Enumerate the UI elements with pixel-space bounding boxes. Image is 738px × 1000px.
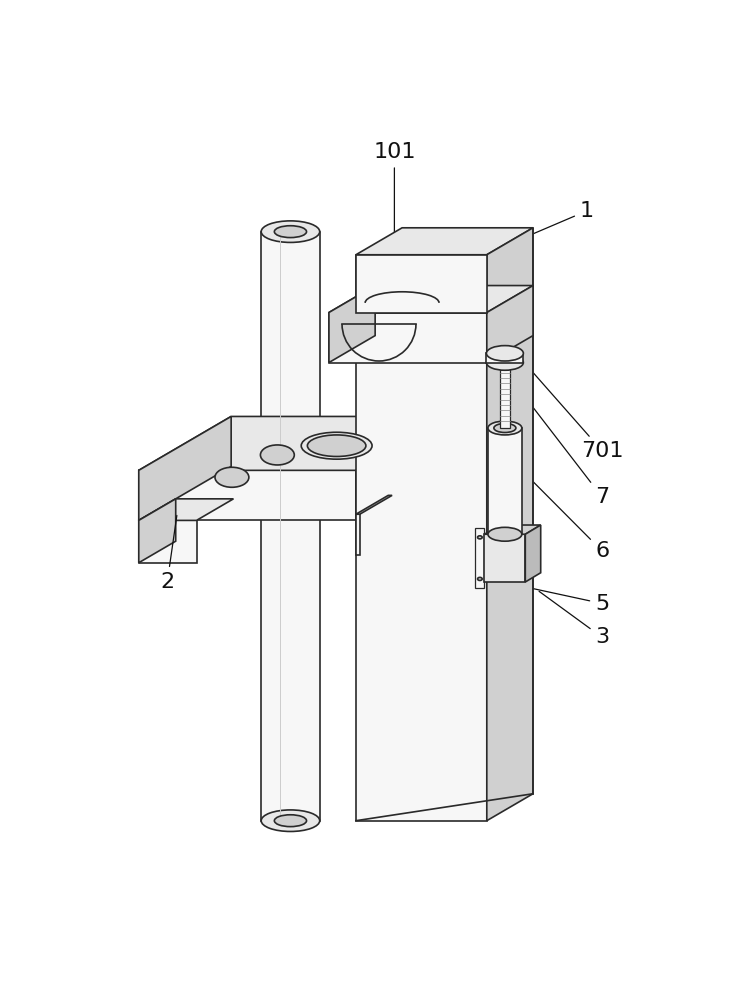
- Text: 101: 101: [373, 142, 415, 314]
- Polygon shape: [525, 525, 541, 582]
- Polygon shape: [139, 499, 176, 563]
- Polygon shape: [356, 514, 359, 555]
- Ellipse shape: [261, 810, 320, 831]
- Text: 6: 6: [528, 476, 610, 561]
- Ellipse shape: [477, 536, 482, 539]
- Polygon shape: [500, 363, 509, 428]
- Polygon shape: [484, 525, 541, 534]
- Polygon shape: [139, 416, 231, 520]
- Ellipse shape: [301, 432, 372, 459]
- Polygon shape: [329, 286, 533, 312]
- Polygon shape: [356, 255, 487, 312]
- Ellipse shape: [215, 467, 249, 487]
- Text: 2: 2: [160, 515, 177, 592]
- Polygon shape: [329, 312, 487, 363]
- Text: 3: 3: [539, 591, 610, 647]
- Polygon shape: [329, 286, 375, 363]
- Polygon shape: [356, 495, 392, 514]
- Polygon shape: [356, 416, 448, 520]
- Polygon shape: [487, 228, 533, 821]
- Polygon shape: [488, 428, 522, 534]
- Ellipse shape: [275, 226, 306, 238]
- Ellipse shape: [477, 577, 482, 580]
- Polygon shape: [484, 534, 525, 582]
- Ellipse shape: [486, 355, 523, 370]
- Polygon shape: [139, 416, 448, 470]
- Text: 5: 5: [480, 577, 610, 614]
- Ellipse shape: [308, 435, 366, 456]
- Text: 701: 701: [521, 359, 624, 461]
- Polygon shape: [356, 228, 533, 255]
- Ellipse shape: [488, 527, 522, 541]
- Ellipse shape: [486, 346, 523, 361]
- Polygon shape: [261, 232, 320, 821]
- Polygon shape: [486, 353, 523, 363]
- Polygon shape: [139, 520, 196, 563]
- Polygon shape: [356, 255, 487, 821]
- Polygon shape: [475, 528, 484, 588]
- Ellipse shape: [494, 423, 516, 433]
- Ellipse shape: [488, 421, 522, 435]
- Ellipse shape: [261, 221, 320, 242]
- Ellipse shape: [275, 815, 306, 827]
- Text: 7: 7: [515, 384, 610, 507]
- Polygon shape: [487, 286, 533, 363]
- Polygon shape: [139, 470, 356, 520]
- Text: 1: 1: [531, 201, 594, 234]
- Polygon shape: [139, 499, 233, 520]
- Ellipse shape: [261, 445, 294, 465]
